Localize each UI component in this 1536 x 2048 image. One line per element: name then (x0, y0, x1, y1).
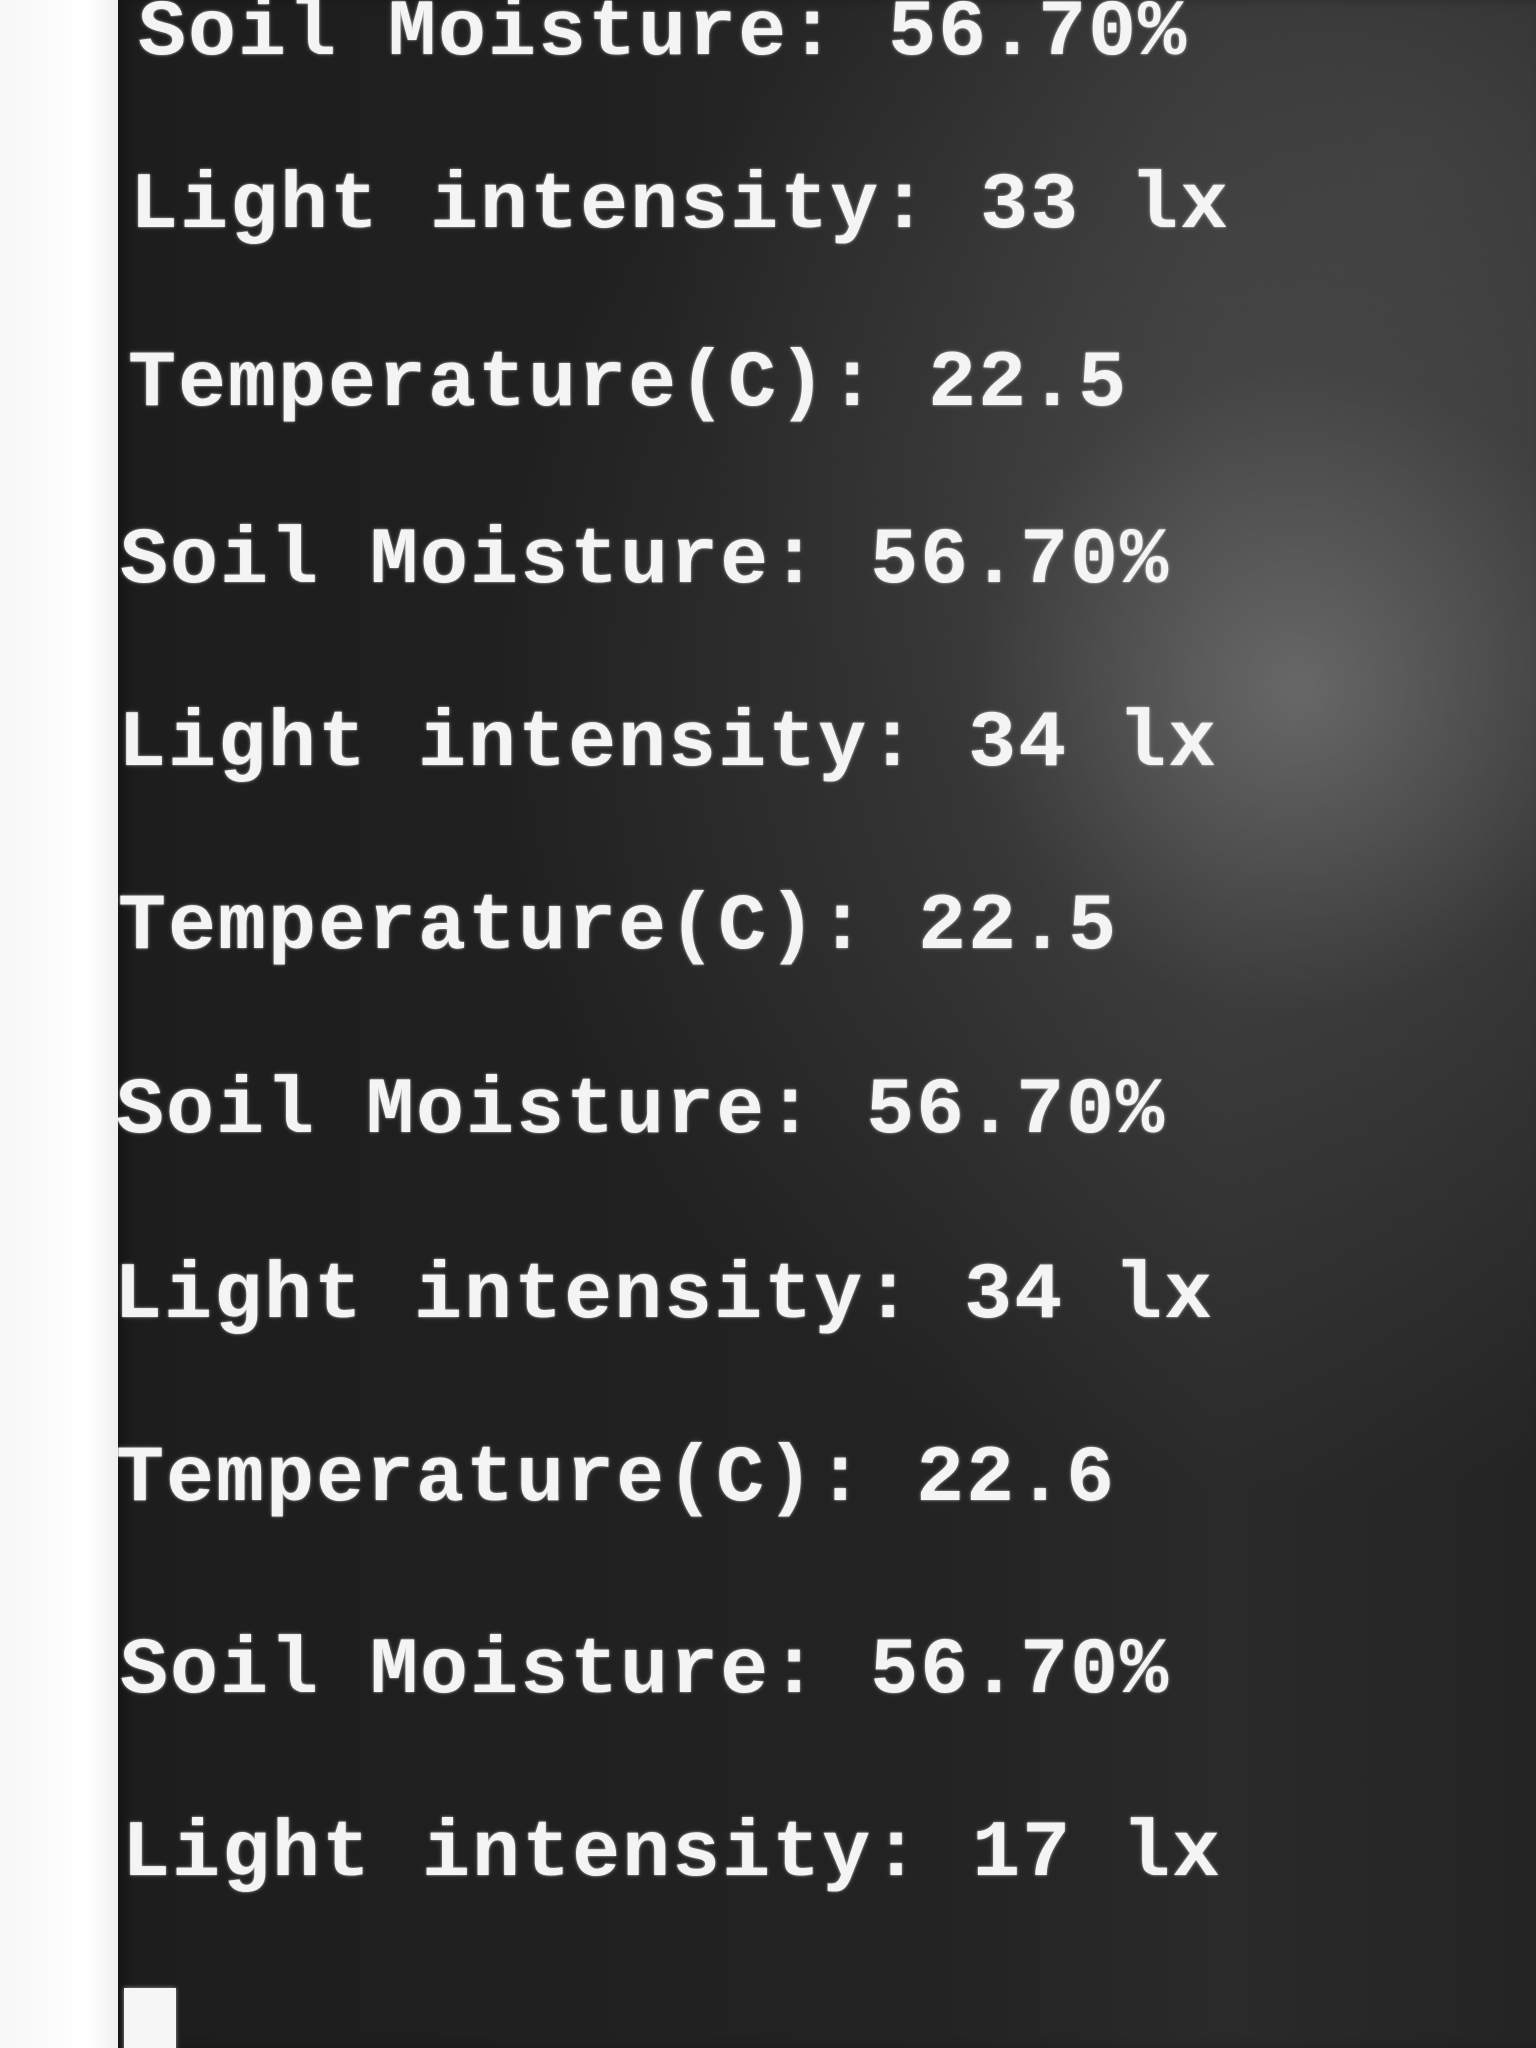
terminal-line-soil-moisture: Soil Moisture: 56.70% (116, 1066, 1167, 1157)
terminal-cursor[interactable] (124, 1988, 176, 2048)
terminal-line-light-intensity: Light intensity: 34 lx (118, 699, 1219, 790)
terminal-line-temperature: Temperature(C): 22.6 (116, 1434, 1117, 1525)
terminal-line-soil-moisture: Soil Moisture: 56.70% (120, 516, 1171, 607)
terminal-line-soil-moisture: Soil Moisture: 56.70% (138, 0, 1189, 79)
terminal-line-light-intensity: Light intensity: 34 lx (114, 1251, 1215, 1342)
terminal-line-temperature: Temperature(C): 22.5 (128, 339, 1129, 430)
terminal-line-temperature: Temperature(C): 22.5 (118, 882, 1119, 973)
screen-bezel (0, 0, 128, 2048)
terminal-output[interactable]: Soil Moisture: 56.70% Light intensity: 3… (114, 0, 1536, 2048)
terminal-line-light-intensity: Light intensity: 33 lx (130, 161, 1231, 252)
terminal-line-soil-moisture: Soil Moisture: 56.70% (120, 1626, 1171, 1717)
terminal-line-light-intensity: Light intensity: 17 lx (122, 1809, 1223, 1900)
